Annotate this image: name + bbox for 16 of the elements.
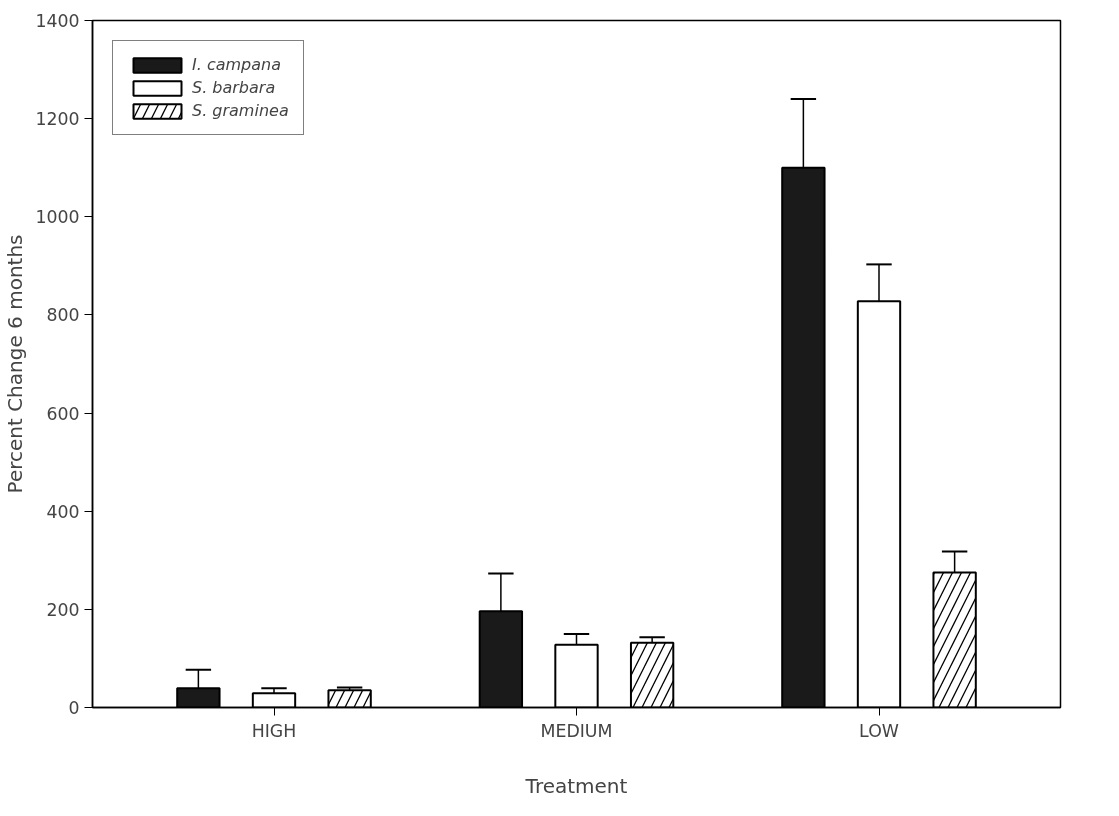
- y-axis-title: Percent Change 6 months: [3, 234, 28, 494]
- legend-label: I. campana: [192, 55, 281, 74]
- legend-label: S. barbara: [192, 78, 276, 97]
- y-tick-label: 1200: [35, 109, 80, 130]
- y-tick-label: 1400: [35, 11, 80, 31]
- x-tick-label: HIGH: [251, 720, 297, 741]
- y-tick-label: 1000: [35, 207, 80, 228]
- x-tick-label: LOW: [859, 720, 899, 741]
- y-tick-label: 400: [46, 501, 80, 522]
- x-axis-title: Treatment: [524, 773, 628, 798]
- y-tick-label: 200: [46, 599, 80, 620]
- x-tick-label: MEDIUM: [540, 720, 613, 741]
- legend-label: S. graminea: [192, 101, 289, 120]
- y-tick-label: 800: [46, 305, 80, 326]
- y-tick-label: 0: [68, 698, 80, 718]
- y-tick-label: 600: [46, 403, 80, 424]
